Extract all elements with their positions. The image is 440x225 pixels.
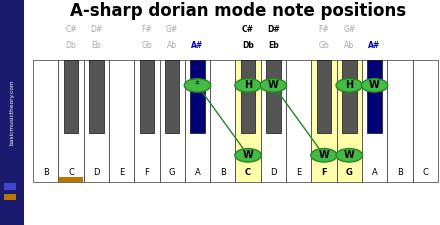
Text: C#: C# [242, 25, 254, 34]
Bar [89, 60, 103, 133]
Text: B: B [43, 168, 48, 177]
Text: W: W [243, 150, 253, 160]
Text: Db: Db [66, 40, 76, 50]
Bar [134, 60, 160, 182]
Bar [58, 60, 84, 182]
Bar [33, 60, 58, 182]
Bar [367, 60, 382, 133]
Bar [260, 60, 286, 182]
Circle shape [336, 79, 363, 92]
Text: E: E [296, 168, 301, 177]
Bar [210, 60, 235, 182]
Circle shape [311, 148, 337, 162]
Text: E: E [119, 168, 124, 177]
Text: W: W [268, 80, 279, 90]
Bar [160, 60, 185, 182]
Text: Gb: Gb [319, 40, 329, 50]
Bar [387, 60, 413, 182]
Bar [59, 177, 83, 182]
Text: A#: A# [191, 40, 204, 50]
Bar [312, 60, 337, 182]
Bar [342, 60, 356, 133]
Bar [109, 60, 134, 182]
Text: Db: Db [242, 40, 254, 50]
Text: W: W [319, 150, 329, 160]
Bar [337, 60, 362, 182]
Text: A#: A# [368, 40, 381, 50]
Text: G: G [346, 168, 353, 177]
Text: C: C [245, 168, 251, 177]
Circle shape [235, 79, 261, 92]
Bar [317, 60, 331, 133]
Text: *: * [195, 80, 200, 90]
Text: W: W [344, 150, 355, 160]
Text: H: H [244, 80, 252, 90]
Bar [286, 60, 312, 182]
Circle shape [184, 79, 211, 92]
Bar [139, 60, 154, 133]
Text: Gb: Gb [142, 40, 152, 50]
Text: Ab: Ab [167, 40, 177, 50]
Text: D: D [270, 168, 277, 177]
Circle shape [235, 148, 261, 162]
Text: D#: D# [267, 25, 280, 34]
Bar [84, 60, 109, 182]
Bar [4, 183, 16, 190]
Text: F#: F# [319, 25, 329, 34]
Bar [190, 60, 205, 133]
Text: F: F [144, 168, 149, 177]
Bar [185, 60, 210, 182]
Text: G#: G# [166, 25, 178, 34]
Text: F: F [321, 168, 327, 177]
Text: H: H [345, 80, 353, 90]
Bar [413, 60, 438, 182]
Text: W: W [369, 80, 380, 90]
Circle shape [260, 79, 286, 92]
Text: C: C [422, 168, 428, 177]
Text: A: A [372, 168, 378, 177]
Text: C: C [68, 168, 74, 177]
Text: A-sharp dorian mode note positions: A-sharp dorian mode note positions [70, 2, 406, 20]
Text: Eb: Eb [268, 40, 279, 50]
Text: F#: F# [142, 25, 152, 34]
Bar [64, 60, 78, 133]
Text: B: B [397, 168, 403, 177]
Text: G: G [169, 168, 176, 177]
Bar [165, 60, 180, 133]
Circle shape [336, 148, 363, 162]
Text: basicmusictheory.com: basicmusictheory.com [9, 80, 15, 145]
Bar [4, 194, 16, 200]
Text: D: D [93, 168, 99, 177]
Text: C#: C# [65, 25, 77, 34]
Bar [241, 60, 255, 133]
Bar [266, 60, 281, 133]
Bar [0, 0, 24, 225]
Text: Eb: Eb [92, 40, 101, 50]
Text: Ab: Ab [344, 40, 354, 50]
Text: A: A [194, 168, 200, 177]
Bar [235, 60, 260, 182]
Bar [362, 60, 387, 182]
Text: B: B [220, 168, 226, 177]
Circle shape [361, 79, 388, 92]
Text: G#: G# [343, 25, 356, 34]
Text: D#: D# [90, 25, 103, 34]
